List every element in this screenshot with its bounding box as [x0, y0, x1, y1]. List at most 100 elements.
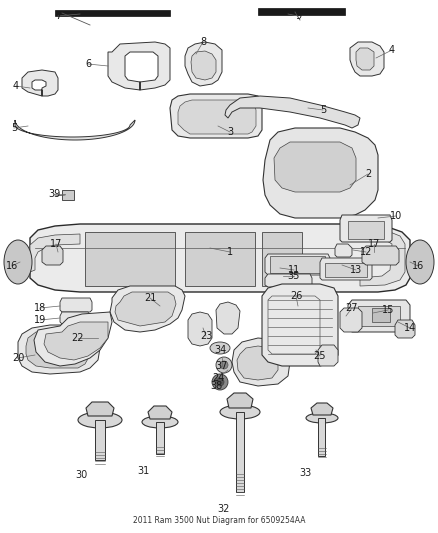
Ellipse shape [4, 240, 32, 284]
Text: 4: 4 [389, 45, 395, 55]
Polygon shape [340, 215, 392, 242]
Ellipse shape [78, 412, 122, 428]
Polygon shape [26, 330, 90, 368]
Polygon shape [60, 312, 90, 324]
Polygon shape [395, 320, 415, 338]
Text: 5: 5 [320, 105, 326, 115]
Ellipse shape [306, 413, 338, 423]
Polygon shape [340, 308, 362, 332]
Polygon shape [55, 10, 170, 16]
Text: 1: 1 [227, 247, 233, 257]
Polygon shape [262, 232, 302, 286]
Text: 32: 32 [218, 504, 230, 514]
Polygon shape [216, 302, 240, 334]
Polygon shape [60, 298, 92, 312]
Polygon shape [232, 338, 290, 386]
Text: 18: 18 [34, 303, 46, 313]
Bar [372, 308, 390, 322]
Polygon shape [274, 142, 356, 192]
Text: 20: 20 [12, 353, 24, 363]
Text: 12: 12 [360, 247, 372, 257]
Text: 17: 17 [368, 239, 380, 249]
Bar [236, 412, 244, 492]
Polygon shape [320, 258, 372, 280]
Polygon shape [237, 346, 278, 380]
Ellipse shape [210, 342, 230, 354]
Polygon shape [86, 402, 114, 416]
Text: 14: 14 [404, 323, 416, 333]
Polygon shape [85, 232, 175, 286]
Polygon shape [42, 246, 63, 265]
Polygon shape [262, 284, 338, 366]
Text: 8: 8 [200, 37, 206, 47]
Polygon shape [258, 8, 345, 15]
Bar [270, 256, 325, 273]
Polygon shape [263, 128, 378, 218]
Text: 26: 26 [290, 291, 302, 301]
Bar [318, 418, 325, 456]
Circle shape [216, 357, 232, 373]
Bar [156, 422, 164, 454]
Text: 34: 34 [214, 345, 226, 355]
Polygon shape [356, 48, 374, 70]
Polygon shape [170, 94, 262, 138]
Ellipse shape [406, 240, 434, 284]
Text: 24: 24 [212, 373, 224, 383]
Polygon shape [178, 100, 256, 134]
Text: 5: 5 [11, 123, 17, 133]
Polygon shape [362, 246, 399, 265]
Polygon shape [227, 393, 253, 408]
Text: 19: 19 [34, 315, 46, 325]
Text: 17: 17 [50, 239, 62, 249]
Polygon shape [348, 300, 410, 332]
Text: 16: 16 [6, 261, 18, 271]
Text: 2011 Ram 3500 Nut Diagram for 6509254AA: 2011 Ram 3500 Nut Diagram for 6509254AA [133, 516, 305, 525]
Polygon shape [22, 70, 58, 96]
Text: 25: 25 [314, 351, 326, 361]
Text: 38: 38 [210, 381, 222, 391]
Polygon shape [148, 406, 172, 419]
Text: 4: 4 [13, 81, 19, 91]
Polygon shape [265, 274, 312, 287]
Text: 31: 31 [138, 466, 150, 476]
Text: 3: 3 [227, 127, 233, 137]
Text: 16: 16 [412, 261, 424, 271]
Text: 27: 27 [346, 303, 358, 313]
Bar [95, 420, 105, 460]
Polygon shape [225, 96, 360, 128]
Text: 10: 10 [390, 211, 402, 221]
Polygon shape [265, 254, 330, 275]
Text: 33: 33 [300, 468, 312, 478]
Text: 7: 7 [55, 11, 61, 21]
Circle shape [220, 361, 228, 369]
Bar [358, 306, 400, 326]
Ellipse shape [220, 405, 260, 419]
Bar [325, 263, 367, 277]
Bar [62, 190, 74, 200]
Text: 6: 6 [85, 59, 91, 69]
Polygon shape [311, 403, 333, 415]
Polygon shape [44, 322, 108, 360]
Polygon shape [318, 345, 338, 366]
Polygon shape [108, 42, 170, 90]
Text: 23: 23 [200, 331, 212, 341]
Text: 2: 2 [365, 169, 371, 179]
Text: 9: 9 [295, 11, 301, 21]
Text: 22: 22 [72, 333, 84, 343]
Polygon shape [34, 312, 112, 366]
Polygon shape [335, 244, 352, 257]
Text: 37: 37 [216, 361, 228, 371]
Polygon shape [15, 120, 135, 140]
Text: 21: 21 [144, 293, 156, 303]
Circle shape [212, 374, 228, 390]
Text: 39: 39 [48, 189, 60, 199]
Polygon shape [110, 286, 185, 332]
Text: 11: 11 [288, 265, 300, 275]
Polygon shape [115, 292, 176, 326]
Polygon shape [30, 234, 80, 272]
Polygon shape [18, 325, 100, 374]
Polygon shape [360, 228, 405, 286]
Text: 35: 35 [288, 271, 300, 281]
Polygon shape [185, 232, 255, 286]
Polygon shape [350, 42, 384, 76]
